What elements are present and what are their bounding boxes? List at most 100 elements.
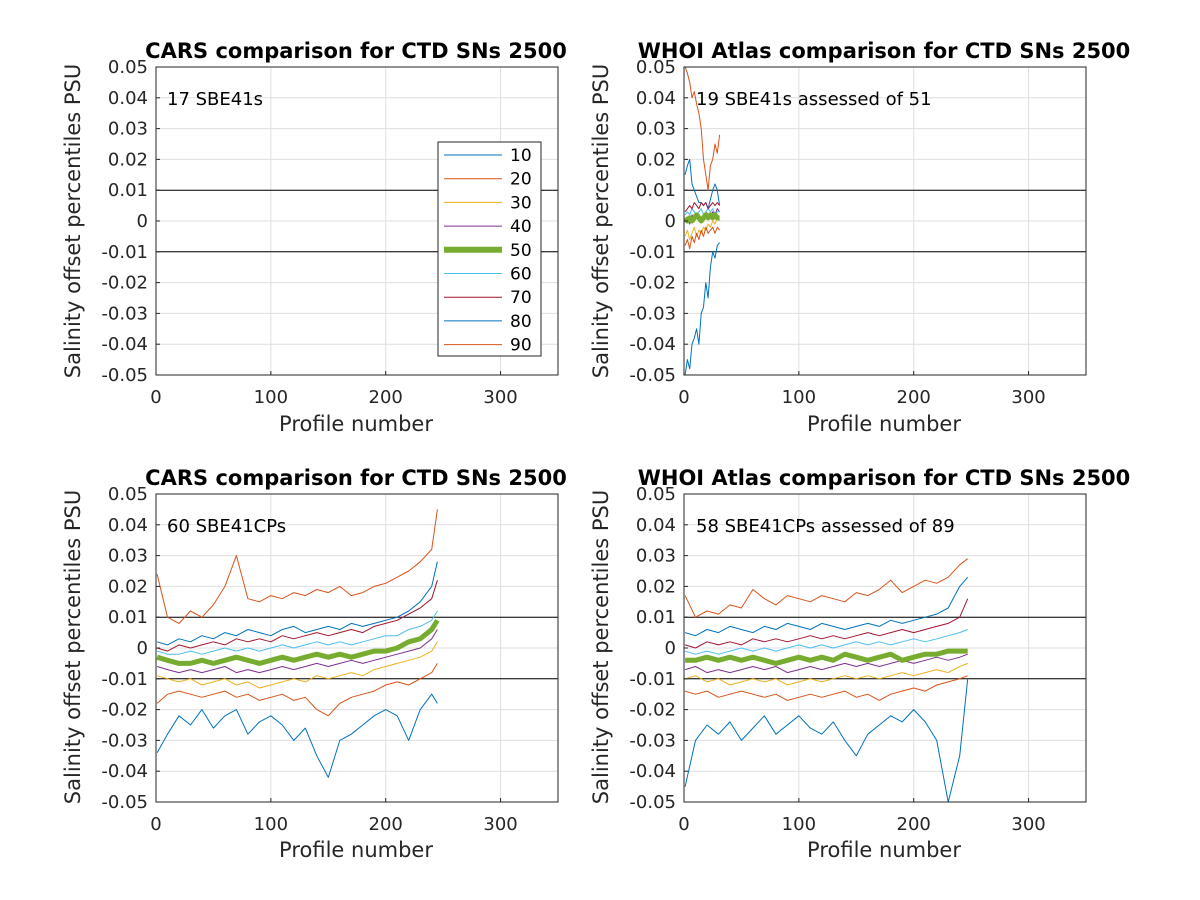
y-tick-label: 0.04	[108, 88, 148, 109]
float-count-annotation: 60 SBE41CPs	[167, 516, 286, 537]
series-line-70	[156, 580, 438, 652]
y-tick-label: 0.05	[636, 57, 676, 78]
y-axis-label: Salinity offset percentiles PSU	[589, 490, 613, 804]
panel-title: CARS comparison for CTD SNs 2500	[145, 466, 567, 490]
x-tick-label: 200	[897, 387, 931, 408]
y-tick-label: 0.03	[108, 119, 148, 140]
y-tick-label: 0	[665, 638, 676, 659]
y-tick-label: -0.03	[101, 303, 148, 324]
y-tick-label: 0.05	[636, 484, 676, 505]
y-tick-label: -0.04	[629, 334, 676, 355]
y-tick-label: 0.01	[636, 607, 676, 628]
x-tick-label: 100	[782, 387, 816, 408]
panel-bottom-right: 0 100 200 300 -0.05 -0.04 -0.03 -0.02 -0.01 0 0.01…	[589, 466, 1130, 862]
legend-label: 10	[510, 146, 532, 166]
y-tick-label: 0	[665, 211, 676, 232]
panel-bottom-left: 0 100 200 300 -0.05 -0.04 -0.03 -0.02 -0.01 0 0.01…	[61, 466, 567, 862]
y-tick-label: 0	[137, 211, 148, 232]
y-tick-label: 0.02	[636, 576, 676, 597]
y-tick-label: -0.05	[101, 792, 148, 813]
y-tick-label: -0.05	[629, 365, 676, 386]
y-tick-label: 0.03	[636, 546, 676, 567]
series-line-20	[156, 509, 438, 624]
x-tick-label: 0	[678, 814, 689, 835]
x-axis-label: Profile number	[279, 838, 433, 862]
series-line-50	[684, 212, 720, 224]
x-tick-label: 300	[1011, 814, 1045, 835]
series-line-60	[684, 208, 720, 216]
y-tick-label: 0.04	[636, 88, 676, 109]
y-tick-label: 0.04	[636, 515, 676, 536]
series-line-30	[684, 217, 721, 240]
series-line-90	[684, 675, 968, 701]
x-axis-label: Profile number	[807, 838, 961, 862]
series-line-70	[684, 202, 721, 213]
y-tick-label: -0.01	[101, 242, 148, 263]
legend-label: 60	[510, 265, 532, 285]
series-line-80	[684, 678, 969, 802]
series-line-70	[684, 598, 969, 649]
x-tick-label: 0	[678, 387, 689, 408]
y-tick-label: -0.01	[629, 669, 676, 690]
panel-title: WHOI Atlas comparison for CTD SNs 2500	[638, 466, 1131, 490]
x-axis-label: Profile number	[279, 412, 433, 436]
y-tick-label: -0.04	[629, 761, 676, 782]
y-tick-label: -0.03	[101, 730, 148, 751]
x-tick-label: 100	[254, 387, 288, 408]
y-tick-label: 0.05	[108, 57, 148, 78]
series-line-40	[156, 629, 438, 674]
legend-label: 40	[510, 217, 532, 237]
x-tick-label: 200	[369, 387, 403, 408]
legend-label: 20	[510, 170, 532, 190]
y-tick-label: 0	[137, 638, 148, 659]
series-line-10	[156, 561, 438, 646]
x-tick-label: 300	[483, 814, 517, 835]
panel-top-left: 0 100 200 300 -0.05 -0.04 -0.03 -0.02 -0.01 0 0.01…	[61, 39, 567, 436]
legend-label: 80	[510, 312, 532, 332]
y-tick-label: -0.02	[629, 273, 676, 294]
y-tick-label: -0.05	[101, 365, 148, 386]
plot-area: 0 100 200 300 -0.05 -0.04 -0.03 -0.02 -0.01 0 0.01…	[101, 484, 559, 835]
series-line-60	[156, 610, 438, 655]
series-line-40	[684, 653, 968, 674]
legend: 10 20 30 40 50 60 70 80 90	[437, 141, 542, 357]
series-group	[684, 67, 721, 375]
series-line-50	[156, 618, 440, 666]
series-line-90	[156, 663, 438, 717]
panel-title: WHOI Atlas comparison for CTD SNs 2500	[638, 39, 1131, 63]
series-group	[156, 509, 440, 778]
legend-label: 70	[510, 288, 532, 308]
x-tick-label: 300	[483, 387, 517, 408]
y-tick-label: -0.04	[101, 334, 148, 355]
legend-label: 50	[510, 241, 532, 261]
y-tick-label: 0.02	[108, 149, 148, 170]
y-tick-label: -0.03	[629, 303, 676, 324]
float-count-annotation: 19 SBE41s assessed of 51	[696, 89, 932, 110]
y-tick-label: 0.03	[108, 546, 148, 567]
y-tick-label: -0.01	[101, 669, 148, 690]
x-tick-label: 100	[254, 814, 288, 835]
series-line-30	[684, 662, 968, 686]
x-axis-label: Profile number	[807, 412, 961, 436]
plot-area: 0 100 200 300 -0.05 -0.04 -0.03 -0.02 -0.01 0 0.01…	[629, 484, 1087, 835]
y-tick-label: -0.04	[101, 761, 148, 782]
series-line-90	[684, 226, 720, 250]
x-tick-label: 300	[1011, 387, 1045, 408]
x-tick-label: 200	[369, 814, 403, 835]
y-tick-label: 0.03	[636, 119, 676, 140]
series-line-60	[684, 629, 968, 655]
series-line-80	[156, 693, 438, 778]
y-tick-label: -0.03	[629, 730, 676, 751]
y-axis-label: Salinity offset percentiles PSU	[61, 64, 85, 378]
y-tick-label: -0.02	[101, 700, 148, 721]
x-tick-label: 0	[150, 387, 161, 408]
panel-title: CARS comparison for CTD SNs 2500	[145, 39, 567, 63]
x-tick-label: 100	[782, 814, 816, 835]
x-tick-label: 200	[897, 814, 931, 835]
legend-label: 30	[510, 193, 532, 213]
y-tick-label: 0.05	[108, 484, 148, 505]
y-tick-label: -0.02	[629, 700, 676, 721]
series-group	[684, 558, 969, 802]
y-axis-label: Salinity offset percentiles PSU	[61, 490, 85, 804]
